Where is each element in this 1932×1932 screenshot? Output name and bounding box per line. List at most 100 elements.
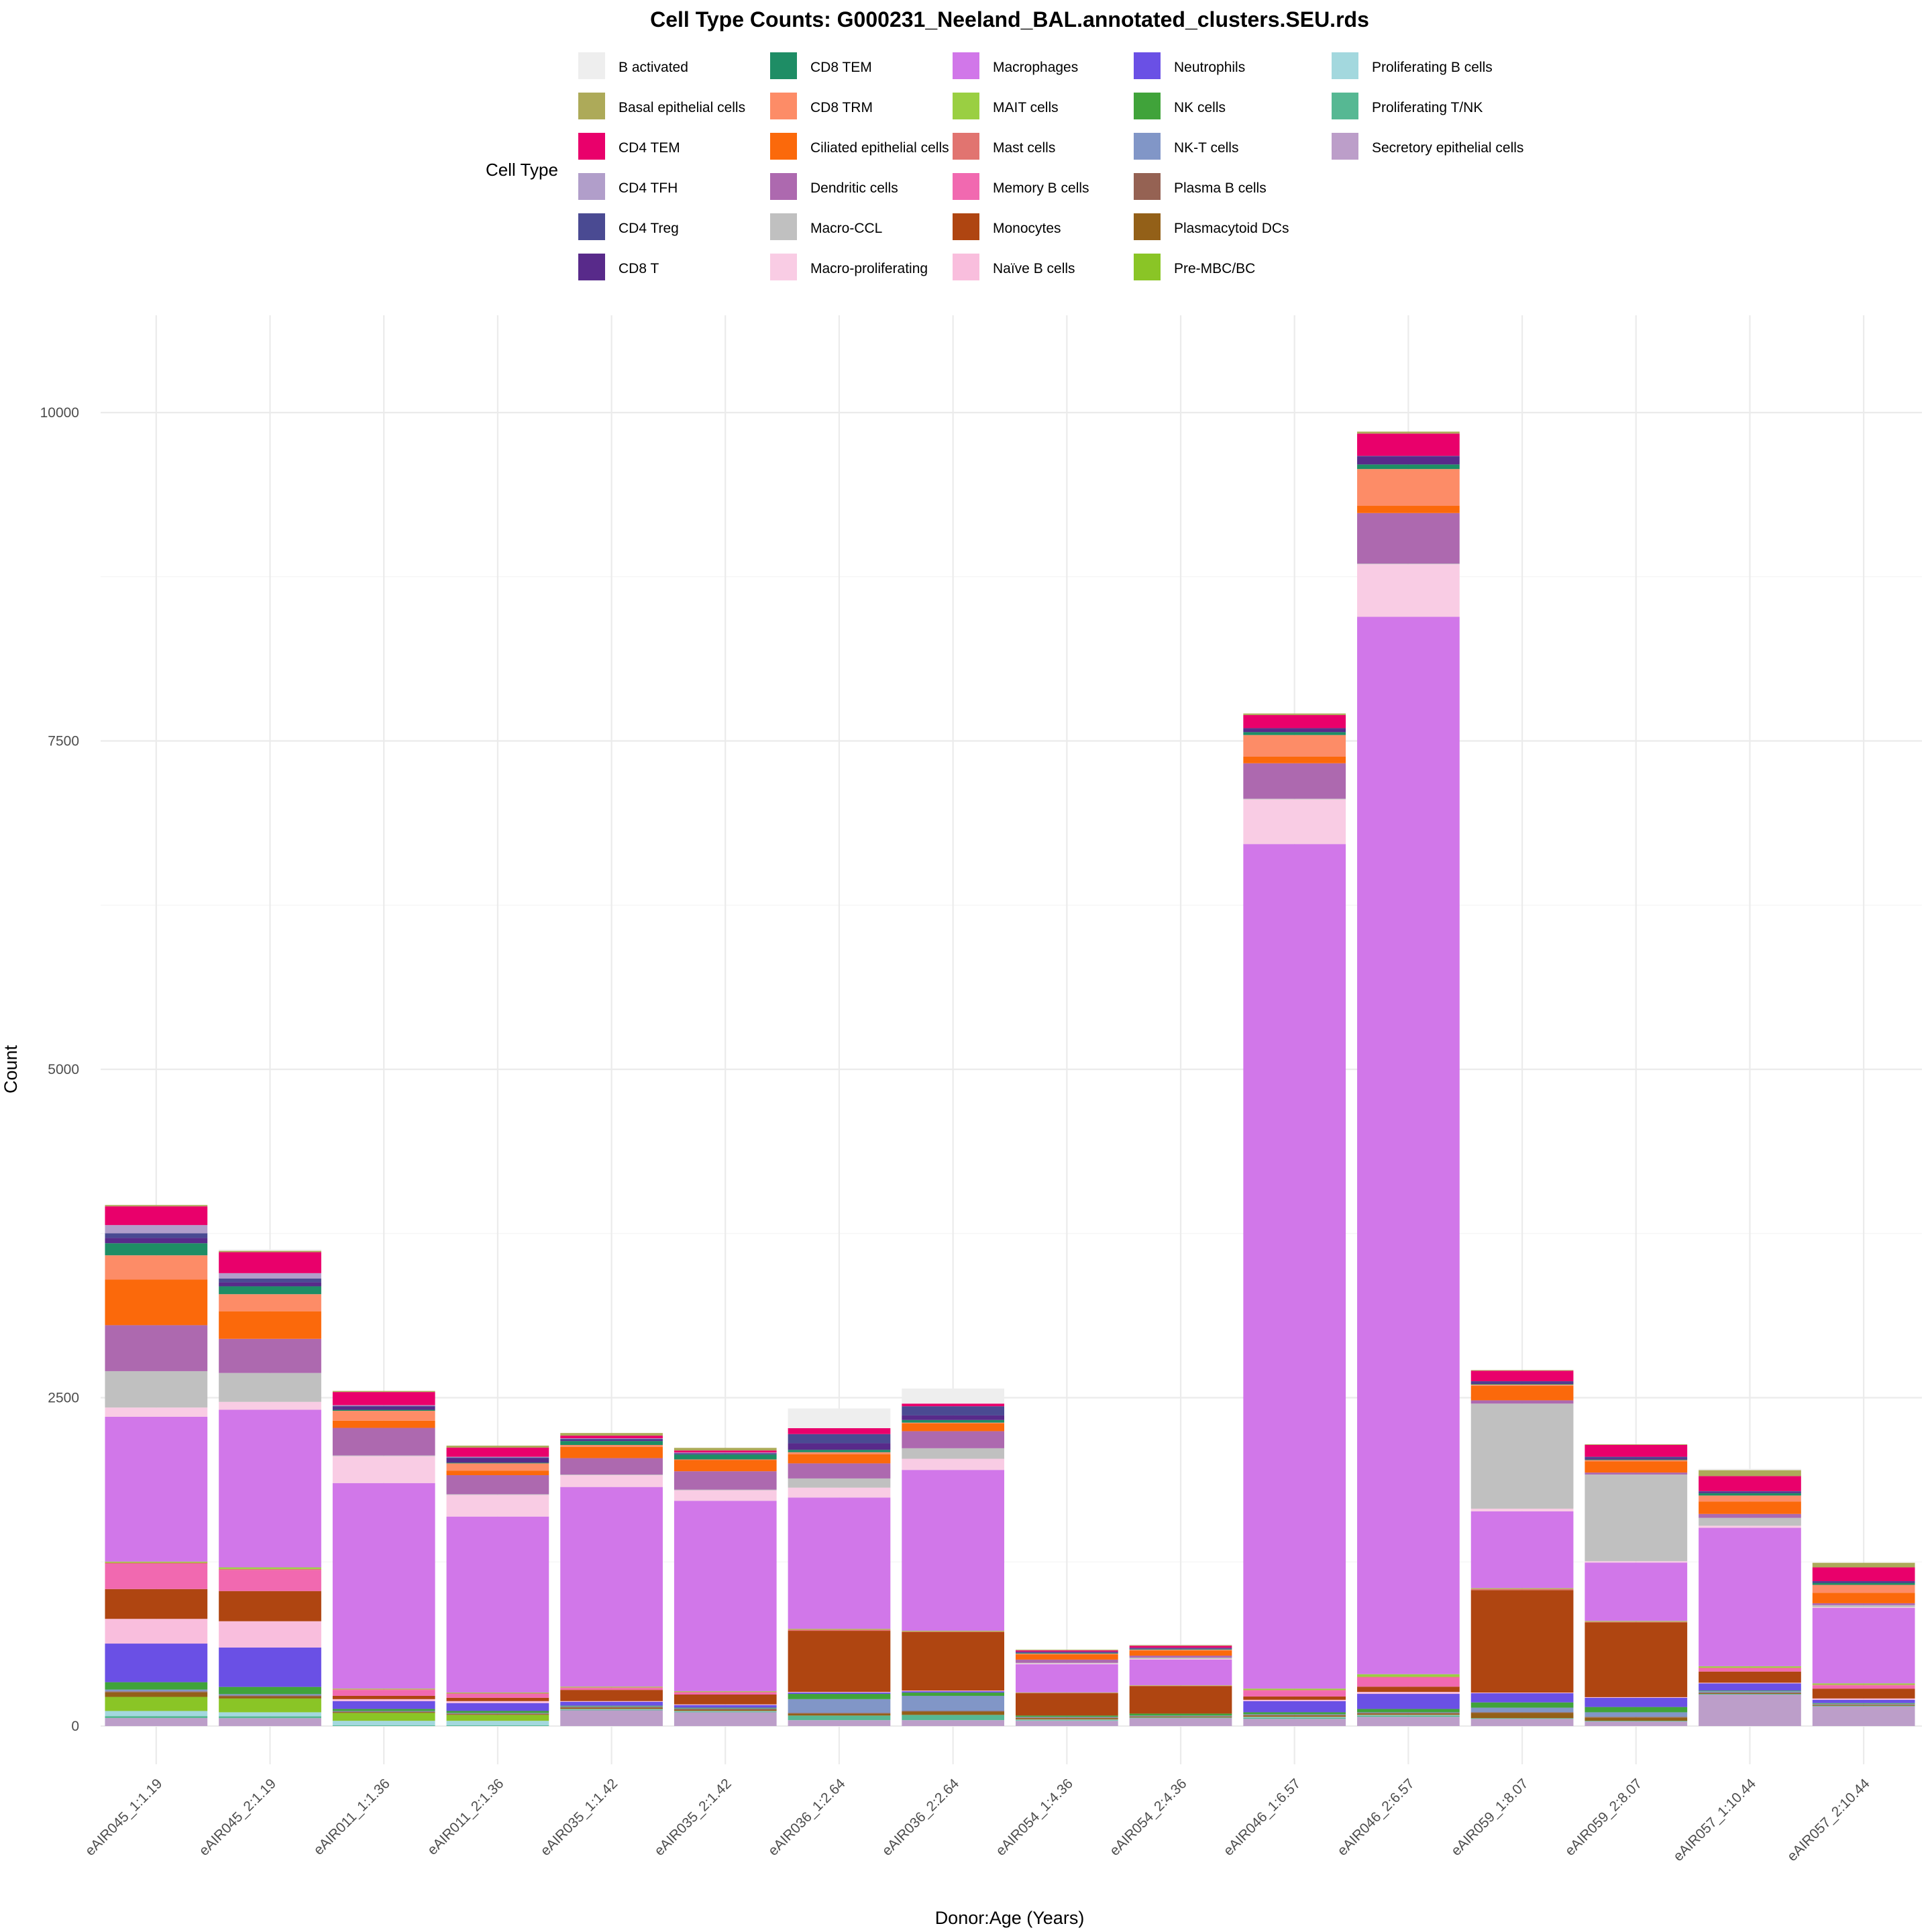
bar-segment [219,1698,321,1713]
x-tick-label: eAIR059_2:8.07 [1562,1776,1646,1859]
legend-swatch [578,173,605,200]
bar-segment [1812,1683,1915,1685]
bar-segment [1243,1699,1346,1701]
bar-segment [219,1591,321,1621]
bar-segment [1812,1705,1915,1706]
bars [105,431,1915,1726]
bar-segment [1129,1685,1232,1686]
bar-stack [446,1445,549,1726]
bar-segment [674,1691,777,1693]
bar-segment [1699,1513,1801,1518]
bar-segment [1129,1659,1232,1686]
bar-segment [1015,1659,1118,1663]
bar-segment [1812,1685,1915,1689]
bar-segment [332,1725,435,1726]
bar-segment [674,1471,777,1490]
bar-segment [1585,1472,1688,1475]
bar-segment [560,1707,663,1709]
bar-segment [788,1713,891,1716]
bar-segment [1699,1683,1801,1691]
legend-label: Macro-proliferating [810,261,928,276]
bar-segment [446,1516,549,1693]
bar-stack [332,1391,435,1726]
bar-segment [1699,1690,1801,1692]
bar-segment [1243,1715,1346,1717]
bar-segment [332,1456,435,1483]
bar-segment [1699,1694,1801,1695]
bar-segment [446,1494,549,1495]
bar-segment [1812,1581,1915,1582]
bar-segment [1357,1717,1460,1726]
bar-segment [1812,1607,1915,1608]
legend-item: Pre-MBC/BC [1134,254,1255,280]
bar-segment [332,1701,435,1709]
y-tick-label: 5000 [48,1062,79,1077]
bar-segment [105,1255,208,1280]
bar-segment [219,1409,321,1568]
x-tick-label: eAIR035_1:1.42 [538,1776,621,1859]
legend-title: Cell Type [486,160,558,180]
bar-segment [219,1278,321,1283]
bar-segment [1585,1461,1688,1473]
bar-segment [219,1338,321,1373]
bar-segment [1812,1605,1915,1607]
bar-segment [560,1446,663,1458]
bar-segment [219,1695,321,1697]
bar-segment [674,1460,777,1472]
bar-segment [1470,1400,1574,1404]
bar-segment [1812,1703,1915,1704]
bar-stack [1585,1444,1688,1726]
bar-segment [674,1692,777,1693]
bar-segment [1699,1493,1801,1496]
bar-segment [788,1715,891,1721]
bar-segment [446,1703,549,1711]
legend-item: Naïve B cells [953,254,1075,280]
bar-segment [788,1694,891,1699]
legend-label: Plasmacytoid DCs [1174,221,1289,236]
bar-segment [1585,1707,1688,1713]
bar-segment [1470,1712,1574,1713]
bar-segment [332,1695,435,1699]
bar-segment [674,1712,777,1726]
bar-segment [560,1701,663,1706]
bar-segment [1129,1716,1232,1717]
bar-segment [332,1405,435,1406]
bar-stack [219,1249,321,1726]
bar-segment [560,1441,663,1445]
bar-segment [332,1428,435,1456]
bar-segment [332,1699,435,1701]
bar-segment [1585,1444,1688,1445]
bar-segment [1470,1718,1574,1719]
bar-segment [788,1699,891,1713]
bar-segment [105,1718,208,1726]
bar-segment [1585,1697,1688,1698]
legend-label: Proliferating T/NK [1372,100,1483,115]
bar-segment [674,1448,777,1451]
bar-segment [560,1686,663,1688]
bar-segment [560,1440,663,1442]
bar-segment [1699,1476,1801,1491]
bar-segment [446,1693,549,1695]
legend-label: Basal epithelial cells [619,100,745,115]
legend-label: Macrophages [993,60,1078,75]
bar-segment [219,1294,321,1311]
bar-segment [219,1718,321,1726]
bar-stack [1129,1644,1232,1726]
bar-segment [1470,1693,1574,1703]
bar-segment [1015,1718,1118,1720]
bar-segment [560,1709,663,1710]
legend-item: Proliferating B cells [1332,52,1493,79]
legend-label: Memory B cells [993,180,1089,196]
bar-stack [902,1388,1005,1726]
bar-segment [446,1470,549,1476]
bar-segment [1699,1695,1801,1726]
bar-segment [1812,1582,1915,1583]
legend-label: Neutrophils [1174,60,1245,75]
bar-segment [219,1716,321,1719]
bar-segment [1699,1468,1801,1470]
legend-item: NK-T cells [1134,133,1238,160]
bar-segment [446,1725,549,1726]
bar-segment [1243,732,1346,735]
bar-segment [1812,1562,1915,1568]
bar-segment [446,1495,549,1517]
